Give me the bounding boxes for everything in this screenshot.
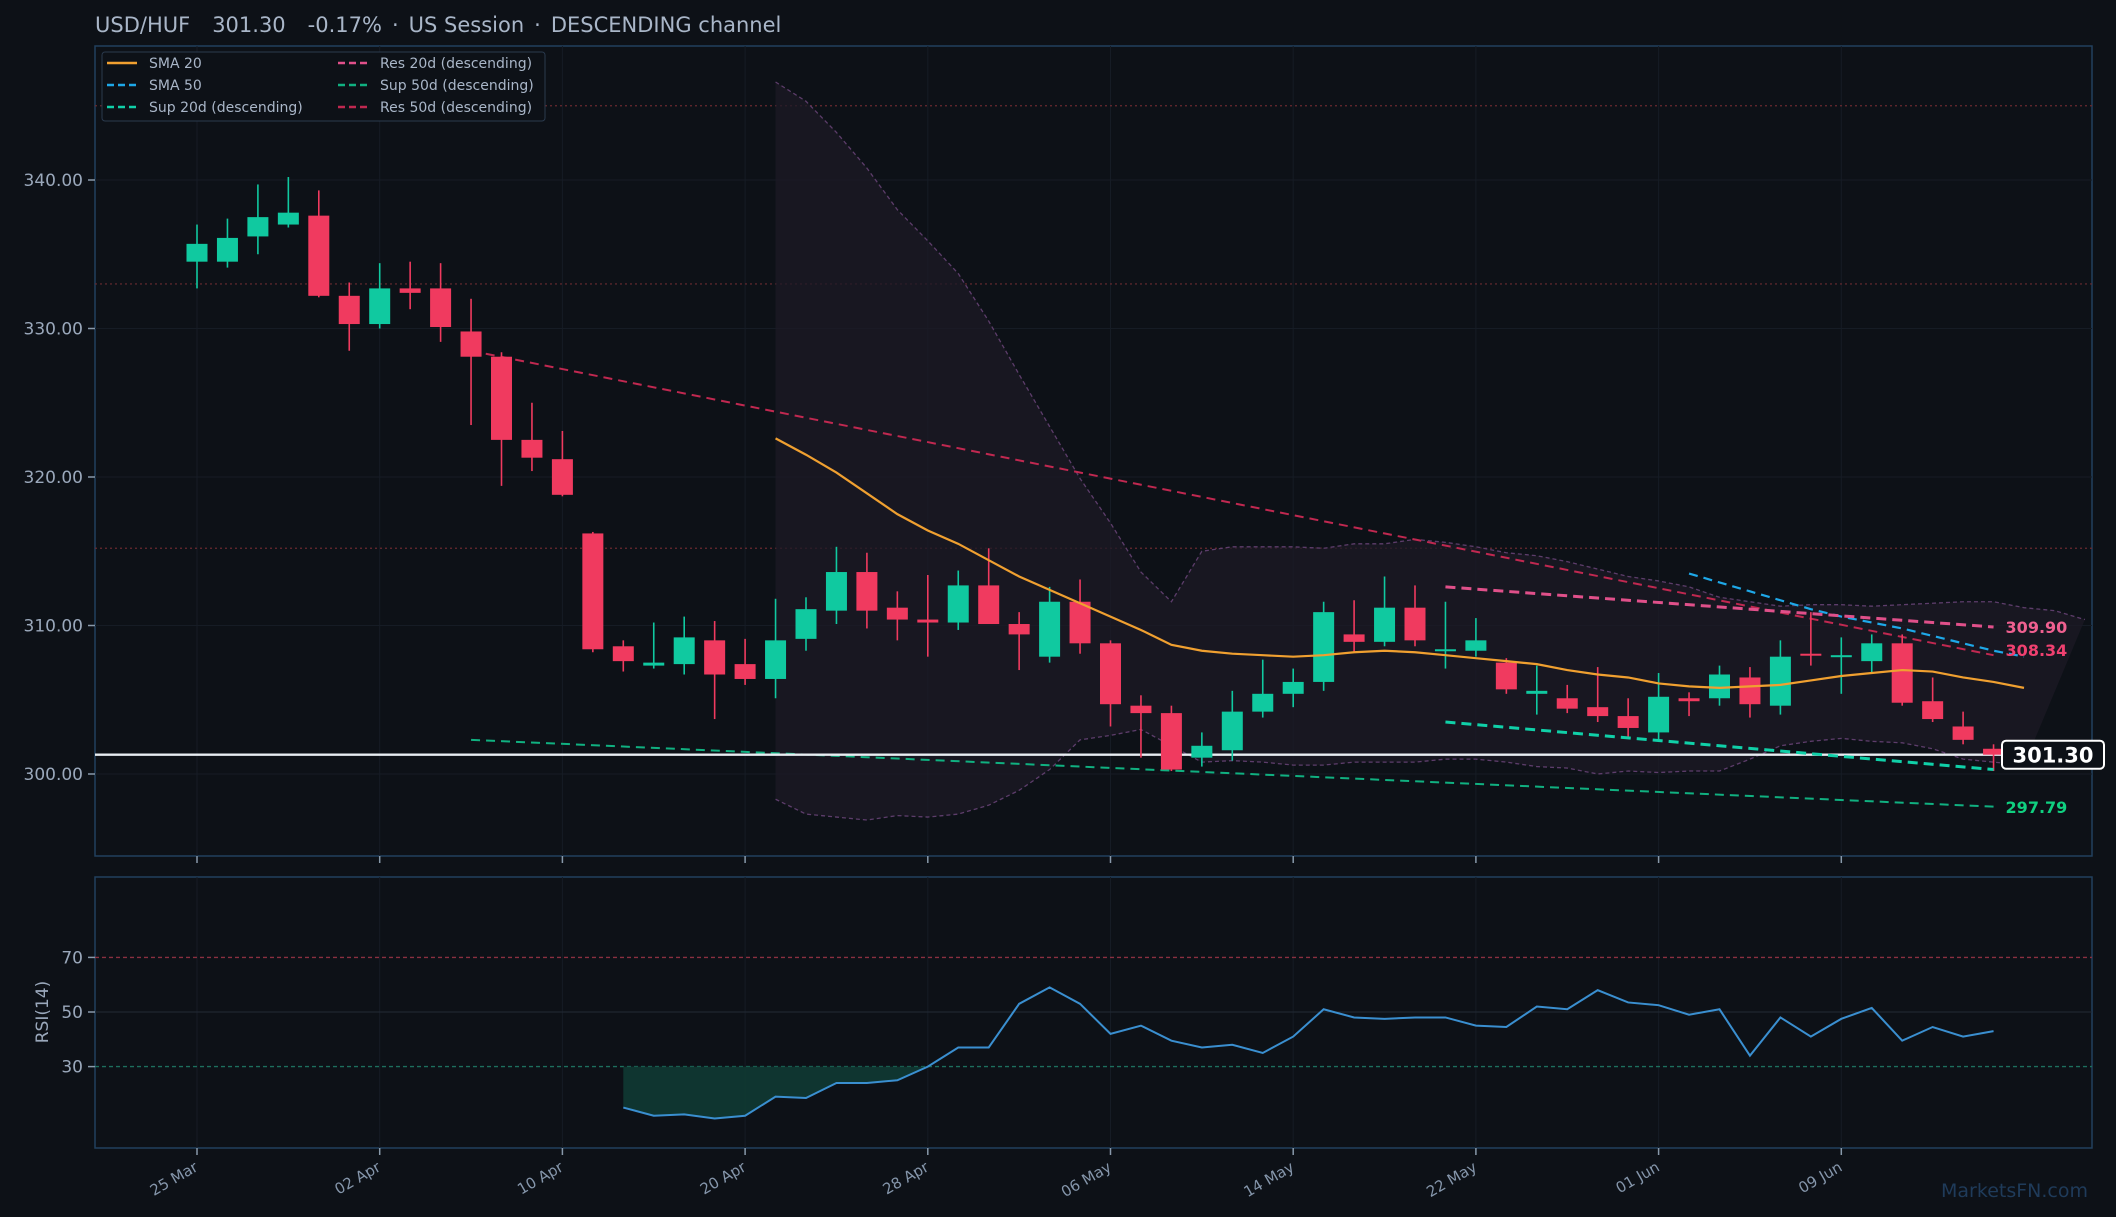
candle-bull [673, 637, 695, 665]
rsi-axis-label: RSI(14) [33, 981, 53, 1044]
legend-entry-label: SMA 50 [149, 78, 202, 94]
level-value-label: 309.90 [2006, 618, 2068, 637]
candle-bear [1800, 653, 1822, 656]
candle-bear [308, 215, 330, 296]
candle-bull [277, 212, 299, 225]
price-badge-label: 301.30 [2012, 744, 2093, 768]
candle-bull [186, 243, 208, 262]
rsi-oversold-fill [623, 1066, 928, 1119]
rsi-y-tick-label: 70 [61, 948, 83, 968]
candle-bull [1526, 690, 1548, 694]
candle-bear [1617, 716, 1639, 728]
candle-bear [491, 356, 512, 440]
sma50-line [1688, 572, 2025, 658]
candle-bear [1587, 707, 1609, 717]
candle-bull [1313, 612, 1335, 682]
sma20-line [775, 437, 2025, 689]
candle-bull [247, 217, 269, 237]
level-value-label: 297.79 [2006, 798, 2068, 817]
candle-bear [1343, 634, 1365, 642]
watermark: MarketsFN.com [1941, 1180, 2088, 1202]
candle-bear [399, 288, 421, 293]
candle-bear [1739, 677, 1761, 705]
level-value-label: 308.34 [2006, 641, 2068, 660]
candle-bear [430, 288, 452, 328]
candle-bear [704, 640, 726, 675]
candle-bull [1465, 640, 1487, 651]
band-lower-line [775, 728, 2025, 821]
candle-bear [978, 585, 1000, 625]
candle-bear [1891, 643, 1913, 703]
candle-bear [1922, 701, 1944, 720]
candle-bull [1252, 693, 1274, 712]
candle-bull [947, 585, 969, 623]
legend-entry-label: Sup 50d (descending) [380, 78, 534, 94]
candle-bull [1282, 681, 1304, 694]
band-fill [775, 81, 2085, 821]
candle-bull [643, 662, 665, 666]
res50-line [470, 349, 1994, 657]
candle-bear [1556, 698, 1578, 709]
candle-bull [1221, 711, 1243, 751]
band-upper-line [775, 81, 2086, 621]
candle-bear [734, 664, 756, 679]
y-tick-label: 320.00 [24, 468, 83, 488]
candle-bull [1648, 696, 1670, 733]
candle-bear [1952, 726, 1974, 740]
candle-bull [1709, 674, 1730, 699]
candle-bear [1678, 698, 1700, 702]
price-panel: 300.00 310.00 320.00 330.00 340.00 309.90 308.… [24, 45, 2105, 863]
candle-bear [917, 619, 939, 623]
candle-bear [521, 439, 543, 458]
candle-bear [612, 646, 634, 662]
candle-bear [1008, 624, 1030, 635]
legend-entry-label: Res 50d (descending) [380, 100, 532, 116]
candle-bull [1861, 643, 1883, 662]
candle-bull [1039, 601, 1061, 657]
res20-line [1445, 585, 1994, 629]
y-tick-label: 310.00 [24, 617, 83, 637]
candle-bear [1100, 643, 1121, 705]
candle-bull [795, 609, 817, 639]
legend-entry-label: SMA 20 [149, 56, 202, 72]
candle-bear [886, 607, 908, 620]
price-badge [2001, 739, 2105, 770]
candle-bear [1069, 601, 1091, 644]
legend-entry-label: Sup 20d (descending) [149, 100, 303, 116]
chart-header: USD/HUF 301.30 -0.17% · US Session · DESCENDIN… [95, 13, 781, 37]
candle-bear [1404, 607, 1426, 641]
candle-bear [460, 331, 482, 357]
candle-bull [825, 572, 847, 611]
candle-bear [1130, 705, 1152, 714]
candle-bear [1160, 713, 1182, 770]
candle-bull [1191, 745, 1213, 758]
candle-bull [216, 237, 238, 262]
candle-bear [551, 459, 573, 495]
legend: SMA 20 SMA 50 Sup 20d (descending) Res 20d … [101, 51, 546, 122]
candle-bull [1830, 655, 1852, 658]
sup20-line [1445, 720, 1994, 772]
y-tick-label: 340.00 [24, 171, 83, 191]
rsi-line [623, 986, 1994, 1120]
candle-bull [369, 288, 391, 325]
y-tick-label: 330.00 [24, 320, 83, 340]
candle-bull [1374, 607, 1396, 642]
candle-bull [1434, 649, 1456, 652]
legend-entry-label: Res 20d (descending) [380, 56, 532, 72]
price-panel-frame [94, 45, 2093, 857]
candle-bull [1769, 656, 1791, 706]
candle-bear [338, 295, 360, 325]
candle-bear [1983, 748, 2005, 755]
candle-bull [765, 640, 787, 679]
y-tick-label: 300.00 [24, 765, 83, 785]
candle-bear [856, 572, 878, 611]
candle-bear [1495, 662, 1517, 690]
rsi-y-tick-label: 30 [61, 1058, 83, 1078]
rsi-y-tick-label: 50 [61, 1003, 83, 1023]
legend-box [101, 51, 546, 122]
candle-bear [582, 533, 604, 650]
